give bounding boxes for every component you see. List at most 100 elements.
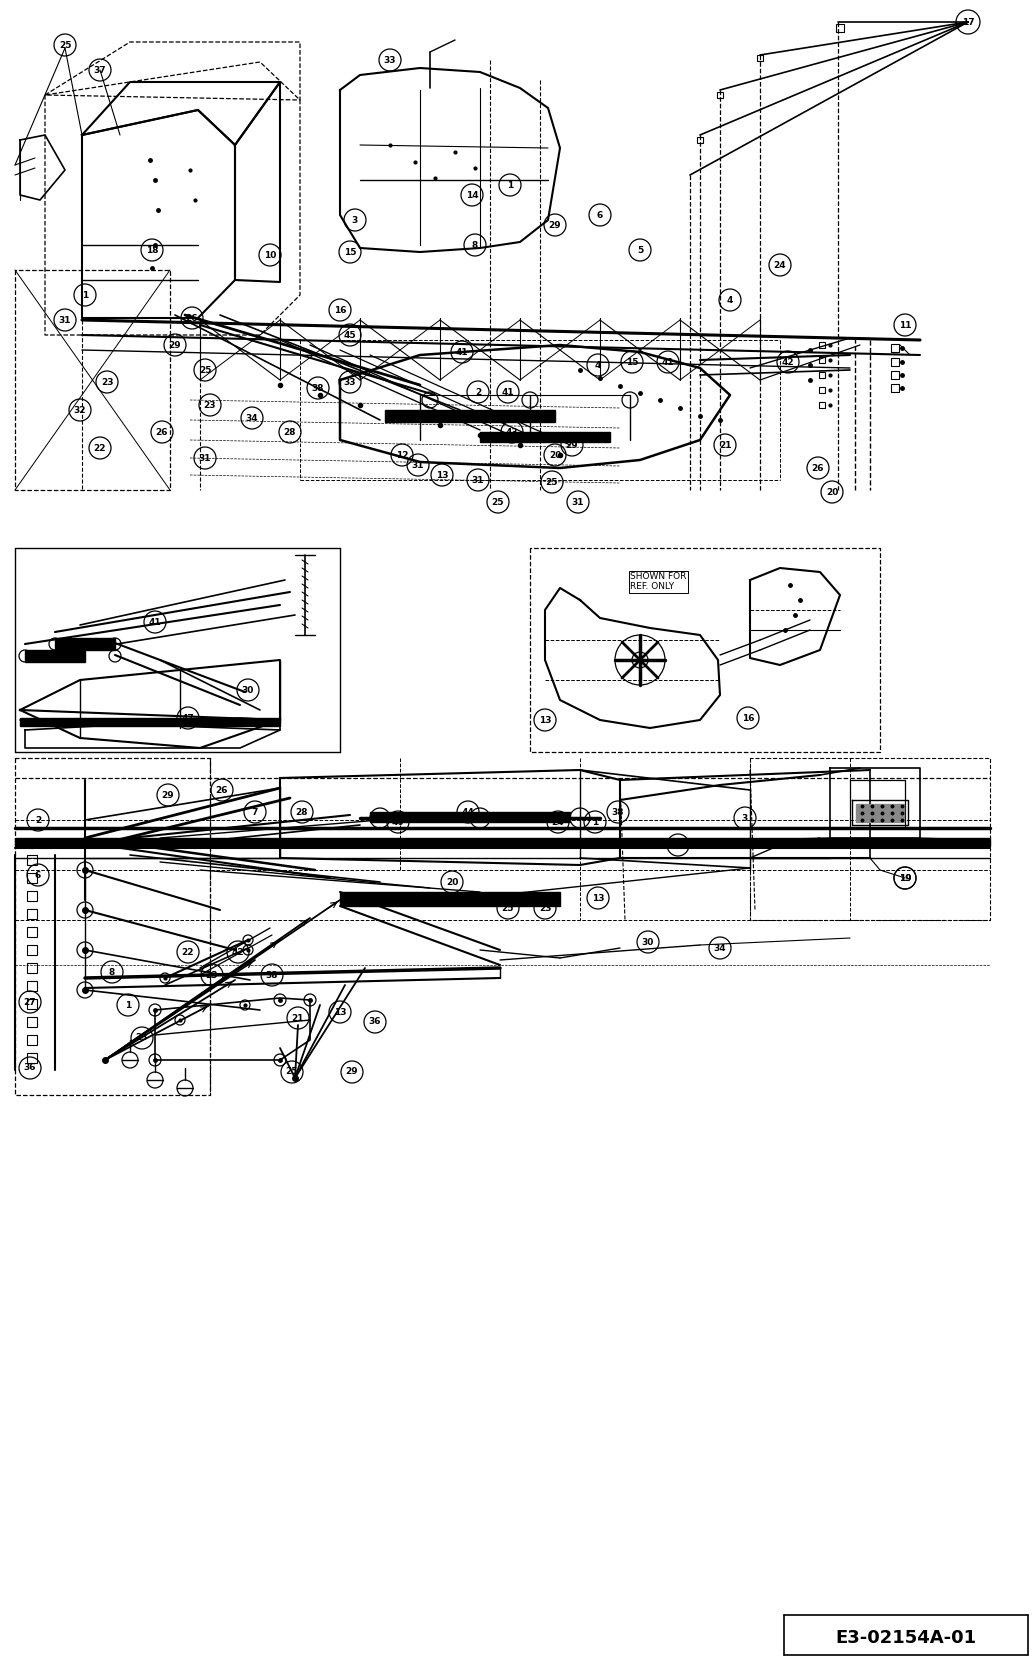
Text: 24: 24 (774, 260, 786, 270)
Text: 2: 2 (475, 387, 481, 397)
Text: 23: 23 (136, 1034, 149, 1042)
Text: 5: 5 (637, 245, 643, 255)
Text: 26: 26 (186, 314, 198, 322)
Text: 30: 30 (642, 937, 654, 946)
Text: 13: 13 (436, 470, 448, 479)
Text: 23: 23 (205, 971, 218, 979)
Bar (819, 387, 825, 394)
Text: 19: 19 (899, 874, 911, 882)
Text: 41: 41 (149, 617, 161, 627)
Text: 37: 37 (94, 65, 106, 75)
Text: 28: 28 (296, 807, 309, 817)
Bar (480, 432, 610, 442)
Text: 32: 32 (672, 841, 684, 849)
Bar (27, 962, 37, 972)
Text: 38: 38 (266, 971, 279, 979)
Text: 31: 31 (59, 315, 71, 325)
Text: 41: 41 (456, 347, 469, 357)
Text: E3-02154A-01: E3-02154A-01 (836, 1630, 976, 1646)
Bar (20, 717, 280, 726)
Bar (697, 137, 703, 143)
Bar (27, 946, 37, 956)
Bar (340, 892, 560, 906)
Text: 11: 11 (899, 320, 911, 330)
Text: 1: 1 (507, 180, 513, 190)
Bar (55, 637, 115, 651)
Bar (891, 344, 899, 352)
Text: 29: 29 (566, 440, 578, 449)
Text: 22: 22 (182, 947, 194, 956)
Bar (819, 357, 825, 364)
Bar (819, 372, 825, 379)
Text: 2: 2 (35, 816, 41, 824)
Text: 43: 43 (506, 427, 518, 437)
Text: 26: 26 (812, 464, 825, 472)
Text: 26: 26 (216, 786, 228, 794)
Text: 1: 1 (592, 817, 599, 827)
Text: 47: 47 (182, 714, 194, 722)
Text: 29: 29 (162, 791, 174, 799)
Text: 20: 20 (826, 487, 838, 497)
Text: 13: 13 (539, 716, 551, 724)
Text: 1: 1 (82, 290, 88, 300)
Bar (15, 837, 990, 846)
Bar (27, 1036, 37, 1044)
Text: 25: 25 (492, 497, 505, 507)
Text: 23: 23 (539, 904, 551, 912)
Text: 13: 13 (333, 1007, 347, 1016)
Text: 30: 30 (241, 686, 254, 694)
Text: 41: 41 (662, 357, 674, 367)
Text: 31: 31 (412, 460, 424, 469)
Text: 40: 40 (392, 817, 405, 827)
Text: 44: 44 (461, 807, 475, 817)
Text: 31: 31 (199, 454, 212, 462)
Text: 6: 6 (35, 871, 41, 879)
Text: 21: 21 (292, 1014, 304, 1022)
Text: 31: 31 (572, 497, 584, 507)
Bar (27, 909, 37, 919)
Text: 31: 31 (472, 475, 484, 484)
Bar (819, 402, 825, 409)
Bar (370, 812, 570, 822)
Text: 36: 36 (24, 1064, 36, 1073)
Text: 28: 28 (284, 427, 296, 437)
Text: 23: 23 (203, 400, 217, 410)
Text: 16: 16 (742, 714, 754, 722)
Bar (717, 92, 723, 98)
Text: 42: 42 (781, 357, 795, 367)
Text: 42: 42 (232, 947, 245, 956)
Text: 17: 17 (962, 17, 974, 27)
Text: 20: 20 (446, 877, 458, 886)
Text: 24: 24 (552, 817, 565, 827)
Text: 25: 25 (199, 365, 212, 375)
Text: 1: 1 (125, 1001, 131, 1009)
Text: 25: 25 (502, 904, 514, 912)
Bar (27, 1053, 37, 1063)
Bar (25, 651, 85, 662)
Bar (891, 370, 899, 379)
Text: 10: 10 (264, 250, 277, 260)
Text: 23: 23 (101, 377, 114, 387)
Text: 12: 12 (395, 450, 409, 459)
Text: 25: 25 (546, 477, 558, 487)
Text: 34: 34 (714, 944, 727, 952)
Bar (27, 981, 37, 991)
Text: 25: 25 (286, 1068, 298, 1076)
Text: 8: 8 (108, 967, 116, 976)
Bar (27, 999, 37, 1009)
Text: 29: 29 (549, 220, 561, 230)
Text: 22: 22 (94, 444, 106, 452)
Bar (27, 891, 37, 901)
Text: 19: 19 (899, 874, 911, 882)
Text: 33: 33 (384, 55, 396, 65)
Bar (856, 804, 904, 822)
Text: 15: 15 (344, 247, 356, 257)
Text: 38: 38 (612, 807, 624, 817)
Text: 8: 8 (472, 240, 478, 250)
Text: 29: 29 (346, 1068, 358, 1076)
Text: 41: 41 (502, 387, 514, 397)
Text: 21: 21 (718, 440, 732, 449)
Bar (891, 359, 899, 365)
Text: 32: 32 (73, 405, 87, 415)
Text: 13: 13 (591, 894, 605, 902)
